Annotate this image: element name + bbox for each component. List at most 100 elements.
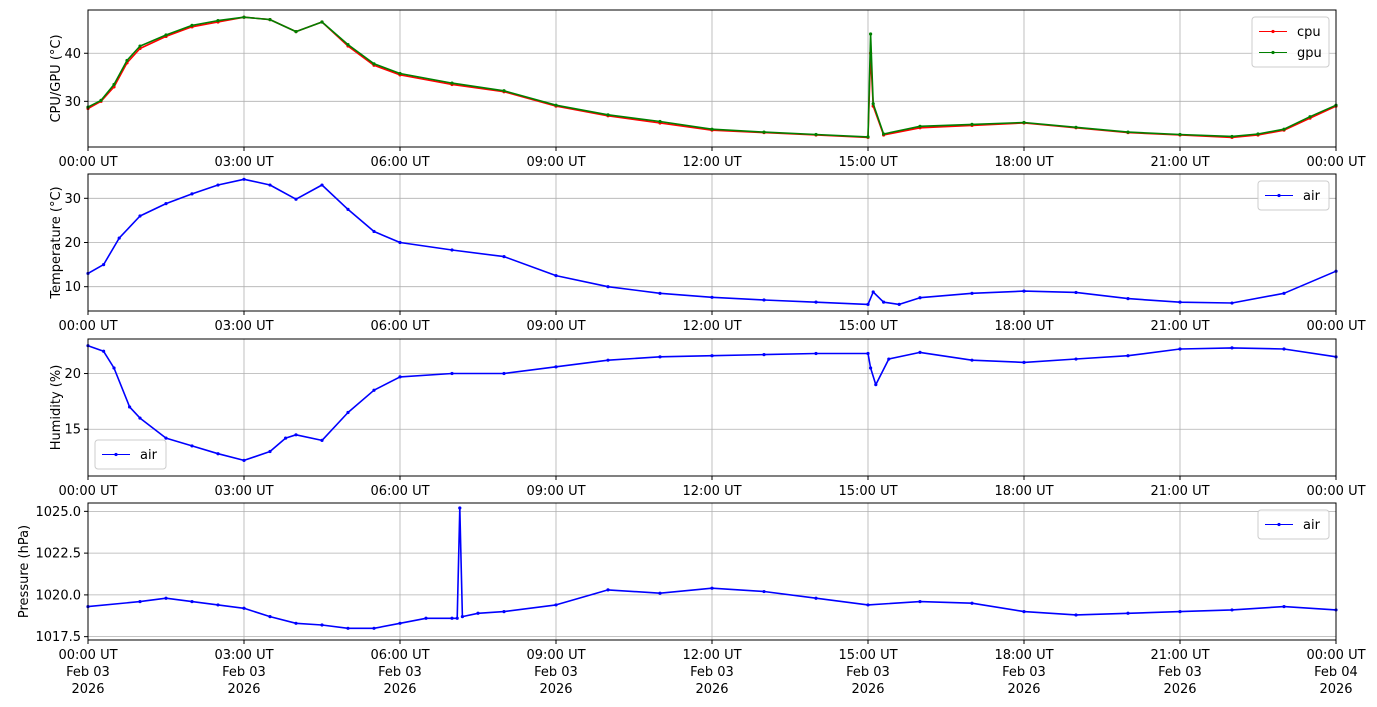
x-tick-date: Feb 03 bbox=[1158, 665, 1202, 680]
x-tick-label: 09:00 UT bbox=[526, 155, 585, 170]
x-tick-label: 18:00 UT bbox=[994, 484, 1053, 499]
x-tick-date: Feb 03 bbox=[534, 665, 578, 680]
data-point-air bbox=[216, 452, 220, 456]
legend-marker-air bbox=[114, 452, 118, 457]
chart-panel-3: 00:00 UT 03:00 UT 06:00 UT 09:00 UT 12:00 UT… bbox=[49, 338, 1366, 499]
x-tick-label: 03:00 UT bbox=[214, 484, 273, 499]
x-tick-year: 2026 bbox=[851, 682, 884, 697]
data-point-gpu bbox=[268, 18, 272, 22]
data-point-air bbox=[112, 366, 116, 370]
x-tick-label: 00:00 UT bbox=[1306, 319, 1365, 334]
x-tick-year: 2026 bbox=[1319, 682, 1352, 697]
data-point-air bbox=[1282, 604, 1286, 609]
data-point-gpu bbox=[1178, 132, 1182, 137]
y-axis-title: Pressure (hPa) bbox=[17, 525, 32, 618]
data-point-air bbox=[450, 371, 454, 376]
data-point-air bbox=[398, 621, 402, 625]
data-point-air bbox=[710, 354, 714, 358]
data-point-air bbox=[284, 436, 288, 440]
x-tick-label: 00:00 UT bbox=[1306, 155, 1365, 170]
x-tick-date: Feb 03 bbox=[690, 665, 734, 680]
data-point-air bbox=[450, 248, 454, 252]
data-point-air bbox=[866, 603, 870, 607]
data-point-air bbox=[242, 606, 246, 610]
data-point-gpu bbox=[190, 23, 194, 27]
data-point-gpu bbox=[658, 119, 662, 124]
x-tick-label: 06:00 UT bbox=[370, 319, 429, 334]
y-axis-title: CPU/GPU (°C) bbox=[49, 34, 64, 122]
data-point-gpu bbox=[866, 135, 870, 139]
data-point-air bbox=[242, 177, 246, 181]
data-point-air bbox=[424, 616, 428, 620]
x-tick-label: 09:00 UT bbox=[526, 484, 585, 499]
data-point-air bbox=[762, 298, 766, 302]
data-point-gpu bbox=[1308, 115, 1312, 119]
x-tick-year: 2026 bbox=[1007, 682, 1040, 697]
y-tick-label: 30 bbox=[64, 95, 81, 110]
legend: air bbox=[1257, 509, 1330, 540]
data-point-air bbox=[814, 596, 818, 600]
data-point-air bbox=[710, 586, 714, 590]
data-point-air bbox=[128, 405, 132, 409]
legend: cpu gpu bbox=[1251, 16, 1330, 68]
data-point-air bbox=[372, 229, 376, 234]
data-point-gpu bbox=[1074, 125, 1078, 129]
data-point-gpu bbox=[1230, 134, 1234, 139]
data-point-air bbox=[1230, 608, 1234, 612]
legend-box bbox=[1251, 16, 1330, 68]
data-point-air bbox=[762, 352, 766, 357]
data-point-gpu bbox=[450, 81, 454, 85]
data-point-air bbox=[710, 295, 714, 299]
x-tick-label: 15:00 UT bbox=[838, 484, 897, 499]
data-point-air bbox=[554, 603, 558, 607]
data-point-gpu bbox=[1126, 130, 1130, 134]
legend: air bbox=[1257, 180, 1330, 211]
data-point-air bbox=[866, 351, 870, 356]
data-point-gpu bbox=[871, 102, 875, 106]
x-tick-label: 12:00 UT bbox=[682, 155, 741, 170]
data-point-air bbox=[268, 449, 272, 454]
x-tick-label: 18:00 UT bbox=[994, 155, 1053, 170]
y-axis-title: Temperature (°C) bbox=[49, 186, 64, 299]
y-tick-label: 20 bbox=[64, 367, 81, 382]
data-point-gpu bbox=[125, 58, 129, 63]
legend-label-gpu: gpu bbox=[1297, 46, 1322, 61]
y-tick-label: 40 bbox=[64, 47, 81, 62]
data-point-air bbox=[102, 349, 106, 353]
data-point-air bbox=[346, 626, 350, 630]
y-tick-label: 1017.5 bbox=[36, 630, 82, 645]
data-point-air bbox=[918, 350, 922, 354]
data-point-air bbox=[502, 255, 506, 259]
data-point-gpu bbox=[320, 20, 324, 24]
y-tick-label: 1025.0 bbox=[36, 505, 82, 520]
series-line-gpu bbox=[87, 16, 1337, 138]
x-tick-date: Feb 03 bbox=[222, 665, 266, 680]
legend-box bbox=[1257, 180, 1330, 211]
data-point-gpu bbox=[372, 62, 376, 66]
data-point-air bbox=[138, 214, 142, 218]
data-point-air bbox=[1074, 357, 1078, 361]
x-tick-year: 2026 bbox=[71, 682, 104, 697]
x-tick-label: 03:00 UT bbox=[214, 155, 273, 170]
x-tick-label: 06:00 UT bbox=[370, 155, 429, 170]
x-tick-label: 00:00 UT bbox=[58, 648, 117, 663]
data-point-gpu bbox=[918, 124, 922, 128]
y-axis-title: Humidity (%) bbox=[49, 365, 64, 451]
data-point-air bbox=[1282, 291, 1286, 295]
data-point-air bbox=[918, 599, 922, 604]
chart-panel-1: 00:00 UT 03:00 UT 06:00 UT 09:00 UT 12:00 UT… bbox=[49, 9, 1366, 170]
x-tick-label: 21:00 UT bbox=[1150, 155, 1209, 170]
data-point-air bbox=[294, 197, 298, 201]
x-tick-label: 18:00 UT bbox=[994, 648, 1053, 663]
legend-marker-cpu bbox=[1271, 29, 1275, 34]
data-point-air bbox=[294, 621, 298, 625]
data-point-air bbox=[164, 436, 168, 440]
data-point-gpu bbox=[112, 82, 116, 87]
x-tick-label: 21:00 UT bbox=[1150, 319, 1209, 334]
x-tick-label: 21:00 UT bbox=[1150, 484, 1209, 499]
x-tick-year: 2026 bbox=[383, 682, 416, 697]
y-tick-label: 30 bbox=[64, 192, 81, 207]
data-point-air bbox=[320, 438, 324, 442]
data-point-air bbox=[970, 291, 974, 295]
data-point-air bbox=[970, 358, 974, 362]
